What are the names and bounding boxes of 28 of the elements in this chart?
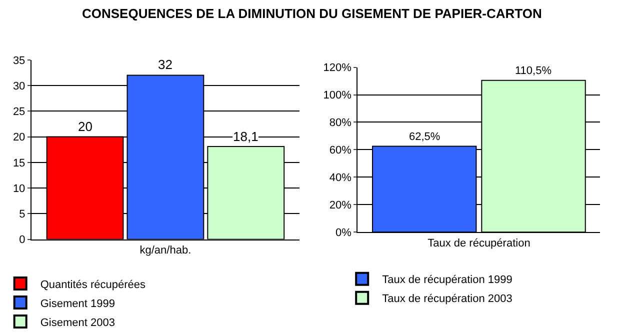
y-tick-label: 30 <box>12 80 26 92</box>
x-tick-label: kg/an/hab. <box>140 244 192 256</box>
data-label: 32 <box>158 57 172 72</box>
y-tick-label: 20 <box>12 132 26 144</box>
y-tick-label: 0% <box>336 227 352 239</box>
y-tick-label: 5 <box>19 208 26 221</box>
legend-label: Gisement 1999 <box>40 298 115 310</box>
legend-label: Taux de récupération 2003 <box>382 293 512 306</box>
data-label: 62,5% <box>409 131 440 143</box>
y-tick-label: 25 <box>12 106 26 118</box>
chart-title: CONSEQUENCES DE LA DIMINUTION DU GISEMENT DE PAPIER-CARTON <box>82 6 542 21</box>
data-label: 110,5% <box>515 65 552 77</box>
y-tick-label: 0 <box>19 234 26 246</box>
x-tick-label: Taux de récupération <box>428 237 530 250</box>
y-tick-label: 60% <box>329 144 352 157</box>
legend-label: Gisement 2003 <box>40 316 115 329</box>
legend-label: Taux de récupération 1999 <box>382 274 512 286</box>
y-tick-label: 35 <box>12 54 26 67</box>
y-tick-label: 80% <box>329 117 352 130</box>
data-label: 18,1 <box>233 129 258 144</box>
y-tick-label: 15 <box>12 157 26 170</box>
y-tick-label: 120% <box>323 62 352 74</box>
y-tick-label: 100% <box>323 90 352 102</box>
y-tick-label: 10 <box>12 182 26 195</box>
y-tick-label: 20% <box>329 200 352 212</box>
legend-label: Quantités récupérées <box>40 278 146 291</box>
data-label: 20 <box>78 119 92 134</box>
y-tick-label: 40% <box>329 172 352 184</box>
